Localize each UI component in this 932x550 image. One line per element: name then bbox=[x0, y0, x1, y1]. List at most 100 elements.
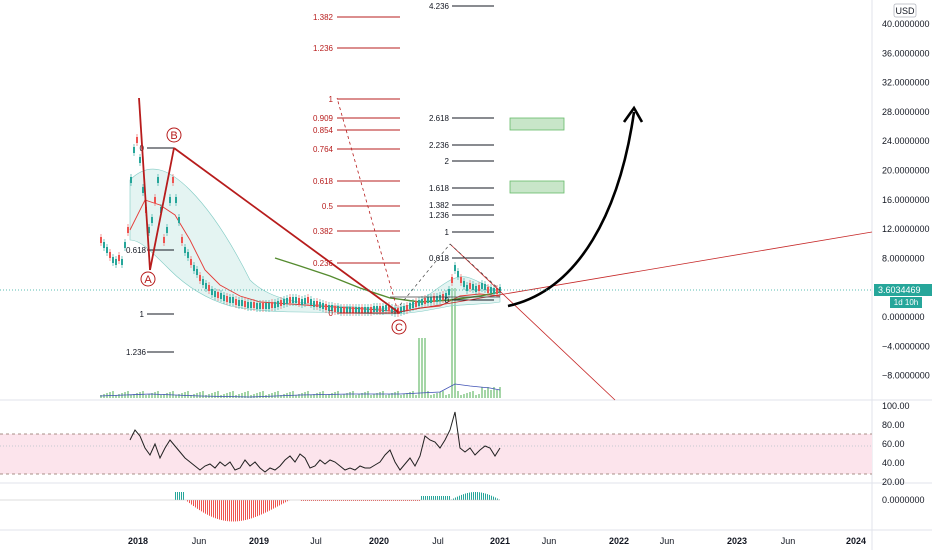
macd-bar bbox=[415, 500, 416, 501]
volume-bar bbox=[340, 395, 342, 398]
macd-bar bbox=[323, 500, 324, 501]
candle-body bbox=[277, 301, 279, 307]
candle-body bbox=[250, 302, 252, 308]
rsi-axis-label: 100.00 bbox=[882, 401, 910, 411]
candle-body bbox=[283, 299, 285, 305]
volume-bar bbox=[451, 288, 453, 398]
volume-bar bbox=[238, 394, 240, 398]
macd-bar bbox=[447, 496, 448, 500]
rsi-axis-label: 20.00 bbox=[882, 477, 905, 487]
candle-body bbox=[130, 177, 132, 183]
candle-body bbox=[373, 306, 375, 312]
candle-body bbox=[199, 275, 201, 281]
candle-body bbox=[214, 291, 216, 297]
macd-bar bbox=[229, 500, 230, 522]
fib-middle-label: 1 bbox=[329, 95, 334, 104]
candle-body bbox=[208, 285, 210, 291]
volume-bar bbox=[241, 393, 243, 398]
candle-body bbox=[418, 300, 420, 306]
volume-bar bbox=[232, 391, 234, 398]
fib-middle-label: 0 bbox=[329, 309, 334, 318]
macd-bar bbox=[459, 495, 460, 500]
rsi-axis-label: 40.00 bbox=[882, 458, 905, 468]
macd-bar bbox=[361, 500, 362, 501]
macd-bar bbox=[371, 500, 372, 501]
candle-body bbox=[148, 227, 150, 233]
candle-body bbox=[385, 305, 387, 311]
macd-bar bbox=[207, 500, 208, 515]
macd-bar bbox=[219, 500, 220, 520]
volume-bar bbox=[478, 394, 480, 398]
candle-body bbox=[211, 289, 213, 295]
macd-bar bbox=[301, 500, 302, 501]
volume-bar bbox=[229, 392, 231, 398]
volume-bar bbox=[214, 392, 216, 398]
fib-middle-label: 0.236 bbox=[313, 259, 334, 268]
volume-bar bbox=[370, 395, 372, 398]
candle-body bbox=[496, 288, 498, 294]
time-axis-label: 2020 bbox=[369, 536, 389, 546]
candle-body bbox=[331, 305, 333, 311]
candle-body bbox=[226, 296, 228, 302]
macd-bar bbox=[335, 500, 336, 501]
macd-bar bbox=[455, 497, 456, 500]
macd-bar bbox=[331, 500, 332, 501]
macd-bar bbox=[273, 500, 274, 509]
candle-body bbox=[406, 305, 408, 311]
price-axis[interactable]: 40.0000000 36.0000000 32.0000000 28.0000000… bbox=[882, 19, 930, 381]
volume-bar bbox=[148, 394, 150, 398]
macd-bar bbox=[489, 494, 490, 500]
price-axis-label: 8.0000000 bbox=[882, 253, 925, 263]
candle-body bbox=[217, 292, 219, 298]
macd-bar bbox=[177, 492, 178, 500]
rsi-axis[interactable]: 100.00 80.00 60.00 40.00 20.00 bbox=[882, 401, 910, 487]
candle-body bbox=[229, 297, 231, 303]
wave-line-start bbox=[138, 97, 151, 271]
currency-label: USD bbox=[895, 6, 915, 16]
macd-bar bbox=[375, 500, 376, 501]
candle-body bbox=[487, 287, 489, 293]
macd-bar bbox=[439, 496, 440, 500]
volume-bar bbox=[145, 395, 147, 398]
time-axis[interactable]: 2018 Jun 2019 Jul 2020 Jul 2021 Jun 2022 Jun 2023 J… bbox=[128, 536, 866, 546]
macd-bar bbox=[175, 492, 176, 500]
candle-body bbox=[457, 271, 459, 277]
volume-bar bbox=[364, 392, 366, 398]
macd-bar bbox=[483, 492, 484, 500]
macd-bar bbox=[281, 500, 282, 505]
volume-bar bbox=[280, 395, 282, 398]
macd-bar bbox=[263, 500, 264, 514]
dash-triangle-right bbox=[449, 243, 501, 291]
candle-body bbox=[256, 303, 258, 309]
macd-bar bbox=[247, 500, 248, 520]
macd-bar bbox=[277, 500, 278, 507]
macd-bar bbox=[373, 500, 374, 501]
currency-button[interactable]: USD bbox=[893, 3, 917, 18]
macd-bar bbox=[217, 500, 218, 519]
macd-bar bbox=[423, 496, 424, 500]
volume-bar bbox=[334, 392, 336, 398]
volume-bar bbox=[163, 394, 165, 398]
candle-body bbox=[472, 284, 474, 290]
macd-bar bbox=[339, 500, 340, 501]
macd-axis[interactable]: 0.0000000 bbox=[882, 495, 925, 505]
macd-bar bbox=[227, 500, 228, 522]
candle-body bbox=[424, 298, 426, 304]
macd-bar bbox=[497, 498, 498, 500]
dash-triangle-left bbox=[399, 243, 451, 306]
volume-bar bbox=[226, 393, 228, 398]
volume-bar bbox=[136, 393, 138, 398]
candle-body bbox=[412, 302, 414, 308]
volume-bar bbox=[328, 394, 330, 398]
time-axis-label: 2018 bbox=[128, 536, 148, 546]
macd-bar bbox=[397, 500, 398, 501]
macd-bar bbox=[379, 500, 380, 501]
macd-bar bbox=[405, 500, 406, 501]
candle-body bbox=[139, 157, 141, 163]
macd-bar bbox=[253, 500, 254, 518]
price-axis-label: 28.0000000 bbox=[882, 107, 930, 117]
volume-bar bbox=[175, 395, 177, 398]
candle-body bbox=[325, 304, 327, 310]
macd-bar bbox=[249, 500, 250, 519]
